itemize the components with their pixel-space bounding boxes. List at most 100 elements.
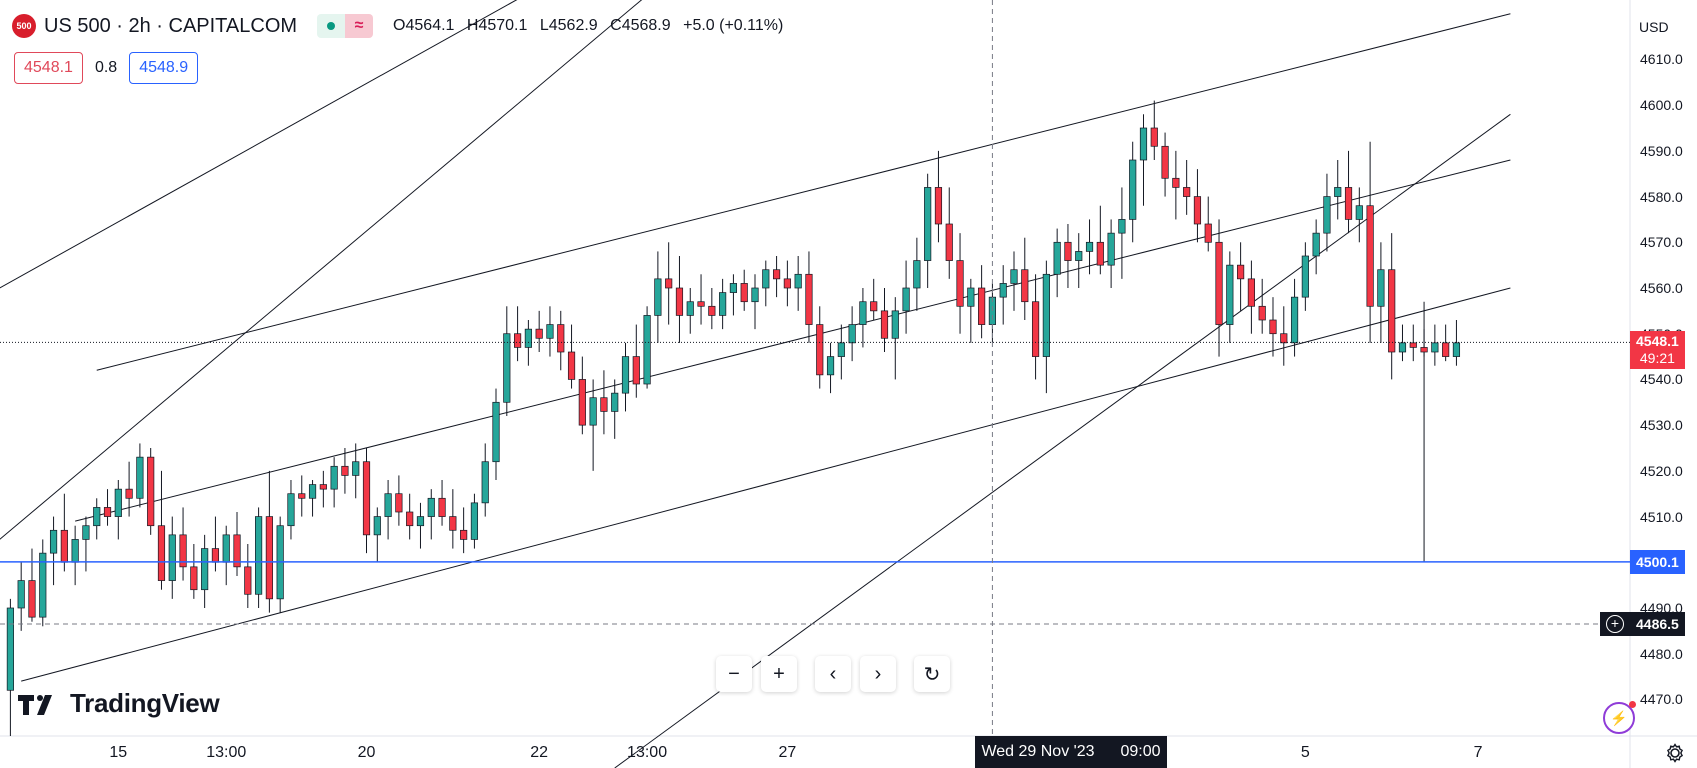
- lightning-icon[interactable]: ⚡: [1603, 701, 1636, 734]
- candle-body: [535, 328, 543, 339]
- indicator-icon[interactable]: ≈: [345, 14, 374, 38]
- candle-body: [1366, 205, 1374, 307]
- candle-body: [902, 287, 910, 312]
- candle-body: [427, 497, 435, 517]
- candle-body: [1053, 241, 1061, 275]
- candle: [546, 306, 554, 357]
- price-tick-label: 4580.0: [1640, 188, 1683, 205]
- candle: [103, 489, 112, 526]
- candle-body: [632, 356, 640, 385]
- zoom-in-button[interactable]: +: [761, 656, 797, 692]
- candle-body: [772, 269, 781, 280]
- crosshair-time-label: Wed 29 Nov '23 09:00: [975, 736, 1167, 768]
- candle: [772, 256, 781, 298]
- candle: [1355, 187, 1363, 243]
- tradingview-logo[interactable]: TradingView: [16, 688, 220, 719]
- trendline-1[interactable]: [0, 0, 679, 540]
- reset-controls: ↻: [914, 656, 950, 692]
- candle-body: [470, 502, 479, 540]
- candle-body: [1377, 269, 1385, 307]
- trendline-3[interactable]: [75, 159, 1511, 522]
- candle: [427, 489, 435, 540]
- candle: [1452, 320, 1461, 366]
- candle: [93, 498, 101, 540]
- trendlines[interactable]: [0, 0, 1511, 768]
- candle-body: [567, 351, 576, 380]
- add-alert-button[interactable]: +: [1600, 612, 1630, 636]
- candle: [308, 480, 317, 517]
- candle: [125, 461, 133, 517]
- plot-area[interactable]: [0, 0, 1630, 736]
- price-tick-label: 4560.0: [1640, 280, 1683, 296]
- candle-body: [859, 301, 867, 325]
- trendline-0[interactable]: [0, 0, 615, 289]
- candle-body: [244, 566, 252, 595]
- candle-body: [330, 465, 338, 490]
- candle-body: [1280, 333, 1288, 344]
- candle: [643, 306, 651, 389]
- candle: [1344, 150, 1353, 234]
- candle-body: [406, 511, 414, 527]
- candle-body: [1161, 145, 1169, 179]
- ohlc-high: H4570.1: [466, 17, 528, 34]
- candle: [1442, 324, 1450, 362]
- candle: [17, 562, 25, 631]
- trendline-2[interactable]: [96, 13, 1511, 371]
- candle-body: [740, 283, 748, 303]
- candle-body: [179, 534, 187, 568]
- price-tick-label: 4570.0: [1640, 234, 1683, 251]
- candle: [244, 544, 252, 608]
- scroll-left-button[interactable]: ‹: [815, 656, 851, 692]
- candle-body: [201, 548, 209, 591]
- time-tick-label: 22: [530, 744, 549, 761]
- candle-body: [611, 392, 619, 412]
- candle-body: [136, 456, 144, 499]
- gear-icon[interactable]: [1664, 742, 1686, 764]
- price-tick-label: 4600.0: [1640, 97, 1683, 114]
- candle-body: [1010, 269, 1018, 284]
- candle-body: [675, 287, 684, 316]
- candle: [719, 278, 727, 330]
- candle: [740, 269, 748, 311]
- candle-body: [1431, 342, 1439, 353]
- candle-body: [28, 580, 36, 618]
- symbol-header[interactable]: 500 US 500 · 2h · CAPITALCOM ≈ O4564.1 H…: [12, 14, 783, 38]
- candle-body: [49, 529, 58, 554]
- market-open-icon[interactable]: [317, 14, 346, 38]
- trendline-4[interactable]: [21, 287, 1511, 682]
- time-tick-label: 15: [109, 744, 128, 761]
- candle: [265, 470, 273, 613]
- buy-price-button[interactable]: 4548.9: [129, 52, 199, 84]
- zoom-controls-left: − +: [716, 656, 797, 692]
- candle-body: [255, 516, 263, 595]
- price-tick-label: 4510.0: [1640, 508, 1683, 525]
- candle: [654, 251, 662, 343]
- candle: [352, 443, 360, 499]
- candle: [1183, 160, 1191, 215]
- candle-body: [729, 283, 738, 293]
- reset-chart-button[interactable]: ↻: [914, 656, 950, 692]
- candle-body: [211, 548, 220, 563]
- zoom-out-button[interactable]: −: [716, 656, 752, 692]
- candle-body: [362, 461, 371, 536]
- candle: [1323, 173, 1331, 252]
- symbol-title[interactable]: US 500 · 2h · CAPITALCOM: [44, 14, 298, 37]
- currency-label[interactable]: USD: [1639, 19, 1669, 35]
- candle-body: [719, 292, 727, 316]
- current-price-label: 4548.1 49:21: [1630, 331, 1685, 370]
- market-status[interactable]: ≈: [317, 14, 374, 38]
- candle-body: [1247, 278, 1255, 307]
- candles: [6, 100, 1461, 736]
- scroll-right-button[interactable]: ›: [860, 656, 896, 692]
- candle: [675, 256, 684, 343]
- candle: [632, 324, 640, 398]
- sell-price-button[interactable]: 4548.1: [14, 52, 83, 84]
- candle: [28, 548, 36, 622]
- time-tick-label: 13:00: [206, 744, 247, 761]
- scroll-controls: ‹ ›: [815, 656, 896, 692]
- candle: [945, 187, 953, 279]
- candle-body: [783, 278, 791, 289]
- candle: [1096, 205, 1104, 275]
- candle-body: [438, 497, 446, 517]
